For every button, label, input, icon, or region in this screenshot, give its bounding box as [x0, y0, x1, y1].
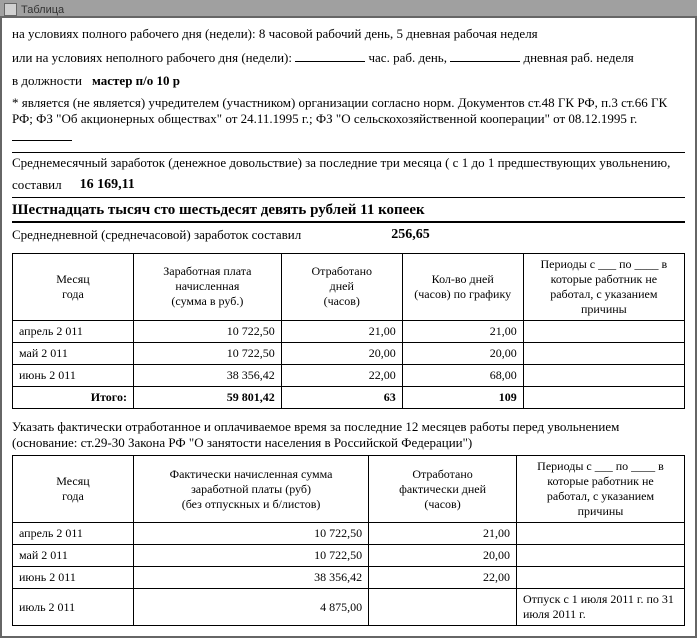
- window-title-text: Таблица: [21, 4, 64, 16]
- salary-table-1: МесяцгодаЗаработная платаначисленная(сум…: [12, 253, 685, 409]
- table-header: Периоды с ___ по ____ вкоторые работник …: [523, 253, 684, 320]
- table-cell: 38 356,42: [133, 364, 281, 386]
- table-cell: 10 722,50: [133, 523, 368, 545]
- avg-month-line: Среднемесячный заработок (денежное довол…: [12, 155, 685, 171]
- table-row: июль 2 0114 875,00 Отпуск с 1 июля 2011 г…: [13, 589, 685, 626]
- amount-value: 16 169,11: [80, 177, 135, 193]
- table-cell: 4 875,00: [133, 589, 368, 626]
- table-header: Заработная платаначисленная(сумма в руб.…: [133, 253, 281, 320]
- table-cell: 20,00: [281, 342, 402, 364]
- position-value: мастер п/о 10 р: [92, 73, 180, 89]
- table-cell: апрель 2 011: [13, 320, 134, 342]
- table-row: апрель 2 01110 722,5021,00: [13, 523, 685, 545]
- table-cell: [523, 342, 684, 364]
- table-header: Фактически начисленная суммазаработной п…: [133, 456, 368, 523]
- blank-days: [450, 48, 520, 62]
- avg-day-value: 256,65: [391, 227, 430, 243]
- worktime-full-label: на условиях полного рабочего дня (недели…: [12, 26, 256, 41]
- avg-day-row: Среднедневной (среднечасовой) заработок …: [12, 227, 685, 243]
- table-cell: май 2 011: [13, 545, 134, 567]
- table-cell: 59 801,42: [133, 386, 281, 408]
- table-cell: [369, 589, 517, 626]
- table-cell: 21,00: [369, 523, 517, 545]
- table-cell: 109: [402, 386, 523, 408]
- position-line: в должности мастер п/о 10 р: [12, 73, 685, 89]
- divider-1: [12, 152, 685, 153]
- table-cell: 10 722,50: [133, 545, 368, 567]
- salary-table-2: МесяцгодаФактически начисленная суммазар…: [12, 455, 685, 626]
- document-page: на условиях полного рабочего дня (недели…: [2, 18, 695, 636]
- table-header: Отработанодней(часов): [281, 253, 402, 320]
- table-cell: май 2 011: [13, 342, 134, 364]
- table-row: июнь 2 01138 356,4222,0068,00: [13, 364, 685, 386]
- window-title-bar: Таблица: [0, 0, 697, 16]
- worktime-full-line: на условиях полного рабочего дня (недели…: [12, 26, 685, 42]
- section2-note: Указать фактически отработанное и оплачи…: [12, 419, 685, 452]
- divider-3: [12, 221, 685, 223]
- table-header: Кол-во дней(часов) по графику: [402, 253, 523, 320]
- table-cell: июнь 2 011: [13, 364, 134, 386]
- table-cell: [516, 567, 684, 589]
- table-cell: 22,00: [369, 567, 517, 589]
- table-cell: июнь 2 011: [13, 567, 134, 589]
- table-cell: 21,00: [281, 320, 402, 342]
- table-cell: Итого:: [13, 386, 134, 408]
- worktime-part-line: или на условиях неполного рабочего дня (…: [12, 48, 685, 66]
- table-cell: Отпуск с 1 июля 2011 г. по 31 июля 2011 …: [516, 589, 684, 626]
- table-cell: [516, 523, 684, 545]
- table-cell: [523, 364, 684, 386]
- table-cell: июль 2 011: [13, 589, 134, 626]
- amount-row: составил 16 169,11: [12, 177, 685, 193]
- table-header: Месяцгода: [13, 253, 134, 320]
- table-row: апрель 2 01110 722,5021,0021,00: [13, 320, 685, 342]
- worktime-full-value: 8 часовой рабочий день, 5 дневная рабоча…: [259, 26, 538, 41]
- table-cell: 63: [281, 386, 402, 408]
- page-border: на условиях полного рабочего дня (недели…: [0, 16, 697, 638]
- table-cell: [523, 320, 684, 342]
- position-label: в должности: [12, 73, 82, 89]
- table-header: Отработанофактически дней(часов): [369, 456, 517, 523]
- section2-line2: (основание: ст.29-30 Закона РФ "О занято…: [12, 435, 472, 450]
- table-cell: [523, 386, 684, 408]
- table-cell: 38 356,42: [133, 567, 368, 589]
- worktime-part-label: или на условиях неполного рабочего дня (…: [12, 50, 292, 65]
- founder-note: * является (не является) учредителем (уч…: [12, 95, 685, 146]
- table-row: май 2 01110 722,5020,00: [13, 545, 685, 567]
- table-total-row: Итого:59 801,4263109: [13, 386, 685, 408]
- table-cell: 68,00: [402, 364, 523, 386]
- table-cell: апрель 2 011: [13, 523, 134, 545]
- table-cell: 20,00: [369, 545, 517, 567]
- worktime-part-mid1: час. раб. день,: [369, 50, 447, 65]
- table-cell: [516, 545, 684, 567]
- table-cell: 20,00: [402, 342, 523, 364]
- table-cell: 10 722,50: [133, 342, 281, 364]
- avg-day-label: Среднедневной (среднечасовой) заработок …: [12, 227, 301, 243]
- table-cell: 10 722,50: [133, 320, 281, 342]
- amount-label: составил: [12, 177, 62, 193]
- titlebar-icon: [4, 3, 17, 16]
- worktime-part-mid2: дневная раб. неделя: [523, 50, 633, 65]
- table-cell: 21,00: [402, 320, 523, 342]
- table-row: июнь 2 01138 356,4222,00: [13, 567, 685, 589]
- table-header: Месяцгода: [13, 456, 134, 523]
- founder-note-text: * является (не является) учредителем (уч…: [12, 95, 667, 126]
- founder-note-blank: [12, 127, 72, 141]
- table-cell: 22,00: [281, 364, 402, 386]
- section2-line1: Указать фактически отработанное и оплачи…: [12, 419, 619, 434]
- divider-2: [12, 197, 685, 198]
- blank-hours: [295, 48, 365, 62]
- table-header: Периоды с ___ по ____ вкоторые работник …: [516, 456, 684, 523]
- amount-words: Шестнадцать тысяч сто шестьдесят девять …: [12, 202, 685, 219]
- table-row: май 2 01110 722,5020,0020,00: [13, 342, 685, 364]
